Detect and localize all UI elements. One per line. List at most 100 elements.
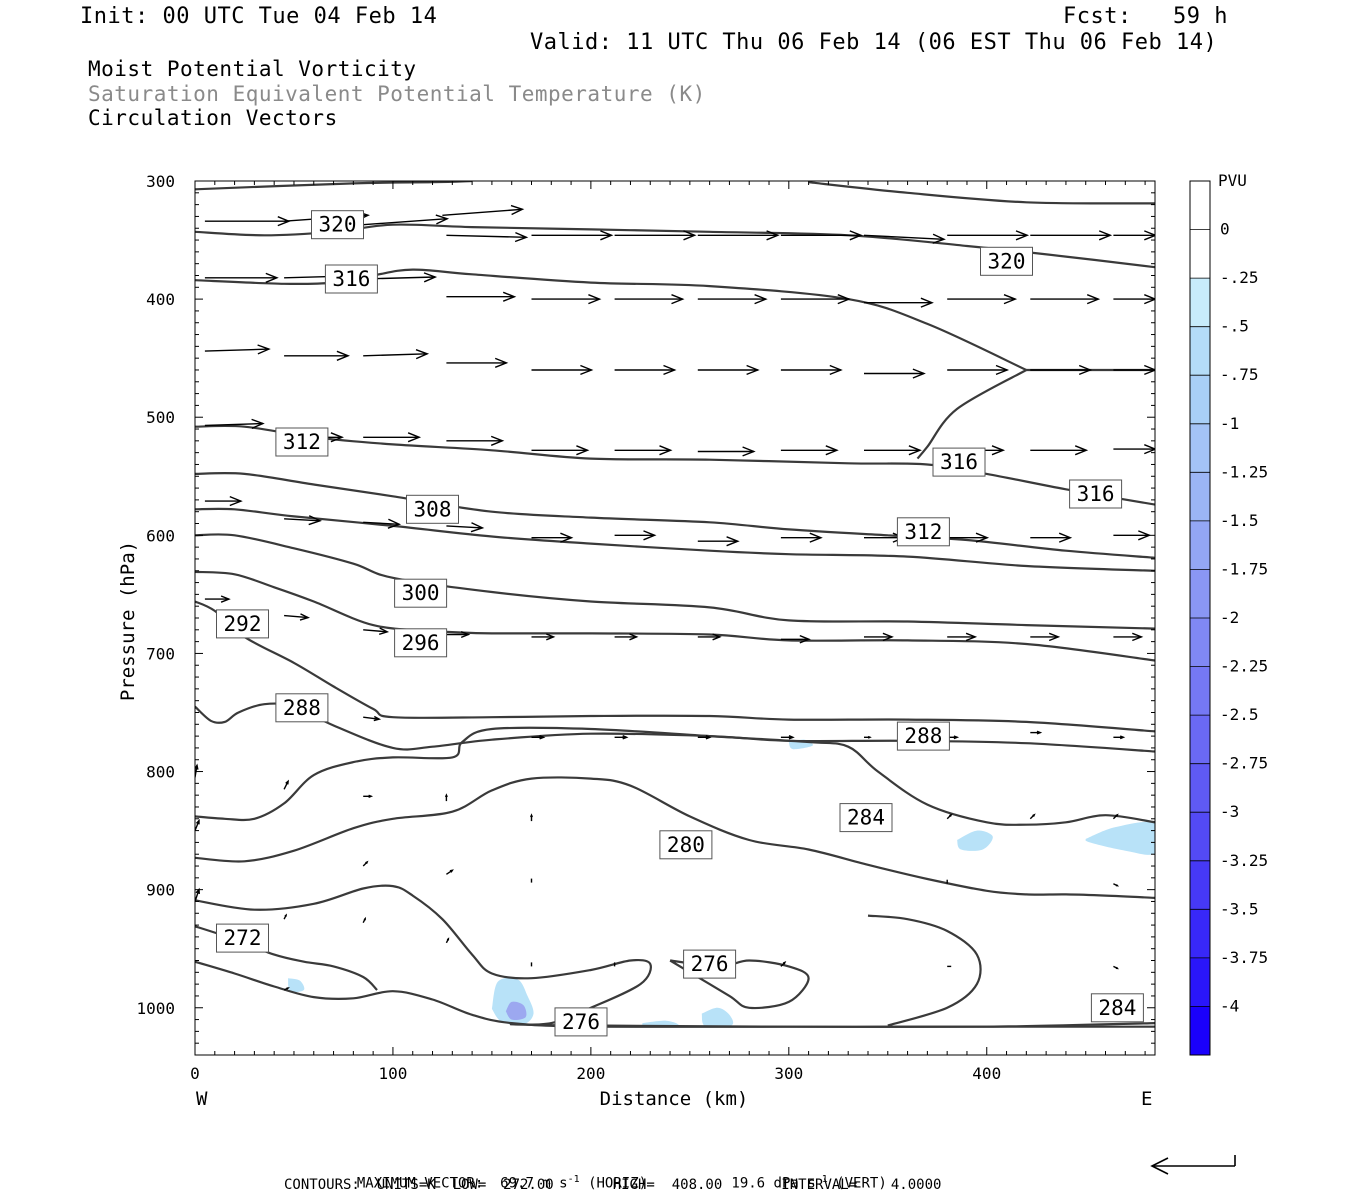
circulation-vector [363,214,450,226]
colorbar-level-label: -2.75 [1220,754,1268,773]
title-vectors: Circulation Vectors [88,106,338,130]
colorbar-swatch [1190,763,1210,813]
contour-label-text: 300 [402,581,440,605]
circulation-vector [195,818,200,831]
colorbar-swatch [1190,278,1210,328]
circulation-vector [1030,294,1101,305]
circulation-vector [283,779,289,790]
colorbar-swatch [1190,909,1210,959]
colorbar-unit: PVU [1218,171,1247,190]
colorbar-level-label: -2 [1220,608,1239,627]
colorbar-level-label: -3.75 [1220,948,1268,967]
colorbar-swatch [1190,326,1210,376]
colorbar-swatch [1190,423,1210,473]
circulation-vector [363,518,402,529]
circulation-vector [1113,632,1144,642]
circulation-vector [864,632,894,642]
contour-label-text: 312 [904,520,942,544]
theta-es-contour-324b [808,181,1155,205]
contour-label: 308 [406,494,459,524]
circulation-vector [363,715,382,722]
contour-label-text: 272 [224,926,262,950]
circulation-vector [697,364,760,376]
contour-label: 272 [216,923,269,953]
circulation-vector [531,445,590,456]
vert-exponent: -1 [815,1174,828,1185]
contour-label: 312 [896,517,950,547]
circulation-vector [1030,230,1113,241]
colorbar-swatch [1190,715,1210,765]
contour-label: 288 [896,721,950,751]
max-vector-label: MAXIMUM VECTOR: [356,1175,484,1192]
circulation-vector [780,445,839,456]
theta-es-contour-276c [867,914,982,1027]
contour-label: 316 [324,264,378,294]
circulation-vector [697,446,756,457]
contour-label-text: 320 [988,249,1026,273]
forecast-hour: Fcst: 59 h [1063,4,1228,29]
contour-label-box [394,578,448,608]
circulation-vector [446,291,517,302]
circulation-vector [697,633,722,641]
circulation-vector [204,272,279,283]
contour-label-text: 296 [402,631,440,655]
theta-es-contour-276 [195,884,1155,1028]
circulation-vector [530,813,533,822]
circulation-vector [1113,965,1119,970]
circulation-vector [531,735,546,740]
contour-label-text: 284 [847,806,885,830]
circulation-vector [864,297,934,308]
theta-es-contour-300 [195,533,1155,630]
colorbar-level-label: -3.5 [1220,899,1259,918]
max-vert-value: 19.6 dPa s [731,1175,816,1192]
circulation-vector [864,445,922,456]
circulation-vector [531,633,556,641]
circulation-vector-layer [195,204,1155,991]
theta-es-contour-layer [195,181,1155,1029]
contour-label-box [1090,993,1144,1023]
circulation-vector [863,233,946,244]
colorbar-level-label: -1.5 [1220,511,1259,530]
circulation-vector [446,869,454,875]
circulation-vector [362,860,369,867]
theta-es-contour-284 [195,726,1155,826]
theta-es-contour-296 [195,570,1155,662]
circulation-vector [284,350,350,361]
circulation-vector [614,530,657,541]
contour-label: 300 [394,578,448,608]
circulation-vector [1113,444,1155,455]
contour-label-text: 280 [667,833,705,857]
y-tick-label: 700 [146,644,175,663]
y-tick-label: 300 [146,172,175,191]
circulation-vector [531,230,614,241]
theta-es-contour-292 [195,600,1155,733]
colorbar-level-label: -1 [1220,414,1239,433]
theta-es-contour-316b [916,369,1027,460]
contour-label-box [659,830,713,860]
contour-label-layer: 320 316 320 312 316 316 308 312 300 296 292 288 288 2… [216,210,1144,1037]
theta-es-contour-272 [195,960,1155,1029]
colorbar-level-label: -.25 [1220,268,1259,287]
y-tick-label: 500 [146,408,175,427]
theta-es-contour-316 [195,268,1027,371]
contour-label-box [216,923,269,953]
title-theta-es: Saturation Equivalent Potential Temperat… [88,82,706,106]
circulation-vector [444,793,448,802]
colorbar-swatch [1190,618,1210,668]
contour-label: 316 [932,447,986,477]
y-tick-label: 600 [146,526,175,545]
circulation-vector [780,294,851,305]
colorbar-level-label: -3.25 [1220,851,1268,870]
contour-label-box [839,803,893,833]
contour-label-box [1069,479,1123,509]
circulation-vector [446,522,485,533]
circulation-vector [283,913,288,920]
circulation-vector [363,627,390,635]
theta-es-contour-288 [195,702,1155,753]
circulation-vector [946,813,953,820]
circulation-vector [864,735,872,739]
x-axis-east-label: E [1141,1088,1152,1110]
circulation-vector [1113,364,1155,376]
circulation-vector [697,294,768,305]
x-tick-label: 100 [378,1064,407,1083]
